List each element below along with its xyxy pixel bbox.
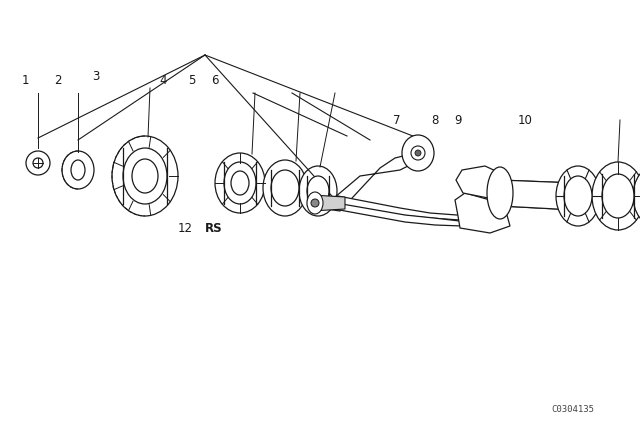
Ellipse shape [487,167,513,219]
Ellipse shape [112,136,178,216]
Ellipse shape [602,174,634,218]
Polygon shape [500,180,578,210]
Text: 7: 7 [393,114,401,128]
Ellipse shape [402,135,434,171]
Circle shape [415,150,421,156]
Circle shape [33,158,43,168]
Ellipse shape [123,148,167,204]
Text: 10: 10 [517,114,532,128]
Ellipse shape [556,166,600,226]
Text: 2: 2 [54,74,61,87]
Polygon shape [456,166,505,198]
Polygon shape [320,196,470,220]
Ellipse shape [592,162,640,230]
Ellipse shape [132,159,158,193]
Circle shape [26,151,50,175]
Ellipse shape [299,166,337,216]
Ellipse shape [271,170,299,206]
Text: 6: 6 [211,74,218,87]
Ellipse shape [307,192,323,214]
Ellipse shape [307,176,329,206]
Text: 12: 12 [178,222,193,235]
Ellipse shape [215,153,265,213]
Polygon shape [312,195,345,211]
Polygon shape [325,204,468,226]
Text: 1: 1 [22,74,29,87]
Text: 8: 8 [431,114,439,128]
Circle shape [411,146,425,160]
Ellipse shape [263,160,307,216]
Circle shape [311,199,319,207]
Text: RS: RS [205,222,223,235]
Ellipse shape [564,176,592,216]
Text: 9: 9 [454,114,461,128]
Polygon shape [320,153,420,211]
Ellipse shape [62,151,94,189]
Ellipse shape [565,175,585,217]
Polygon shape [455,193,510,233]
Ellipse shape [71,160,85,180]
Ellipse shape [231,171,249,195]
Text: 3: 3 [92,69,100,83]
Ellipse shape [224,162,256,204]
Text: 4: 4 [159,74,167,87]
Text: C0304135: C0304135 [551,405,595,414]
Text: 5: 5 [188,74,196,87]
Ellipse shape [633,166,640,226]
Text: 11: 11 [479,197,494,211]
